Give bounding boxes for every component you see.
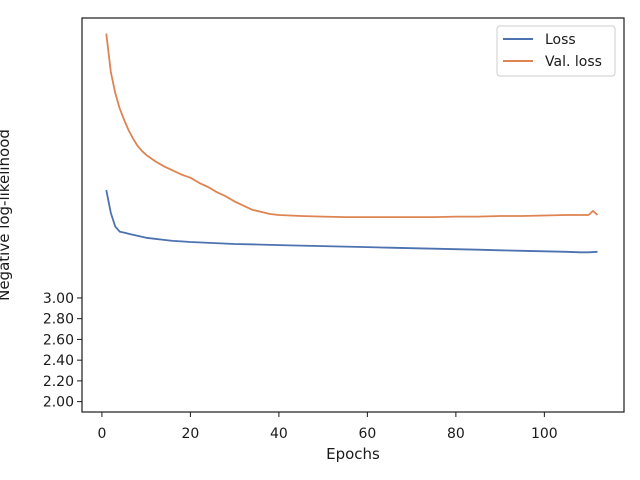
plot-frame xyxy=(81,17,625,413)
x-axis-label: Epochs xyxy=(326,445,380,463)
legend-label-val-loss: Val. loss xyxy=(545,54,602,70)
series-line-val-loss xyxy=(105,33,599,219)
x-tick-label: 40 xyxy=(270,426,288,442)
legend-label-loss: Loss xyxy=(545,32,576,48)
x-tick-label: 60 xyxy=(358,426,376,442)
series-layer xyxy=(105,33,599,254)
y-tick-label: 2.80 xyxy=(43,312,74,328)
legend: Loss Val. loss xyxy=(496,25,616,77)
y-tick-label: 3.00 xyxy=(43,291,74,307)
y-tick-label: 2.20 xyxy=(43,374,74,390)
y-tick-label: 2.60 xyxy=(43,332,74,348)
x-axis-ticks: 0 20 40 60 80 100 xyxy=(97,412,558,442)
series-line-loss xyxy=(105,189,598,254)
x-tick-label: 0 xyxy=(97,426,106,442)
x-tick-label: 20 xyxy=(181,426,199,442)
y-tick-label: 2.40 xyxy=(43,353,74,369)
y-tick-label: 2.00 xyxy=(43,395,74,411)
y-axis-ticks: 2.00 2.20 2.40 2.60 2.80 3.00 xyxy=(43,291,82,411)
x-tick-label: 100 xyxy=(531,426,558,442)
x-tick-label: 80 xyxy=(447,426,465,442)
y-axis-label: Negative log-likelihood xyxy=(0,129,13,301)
